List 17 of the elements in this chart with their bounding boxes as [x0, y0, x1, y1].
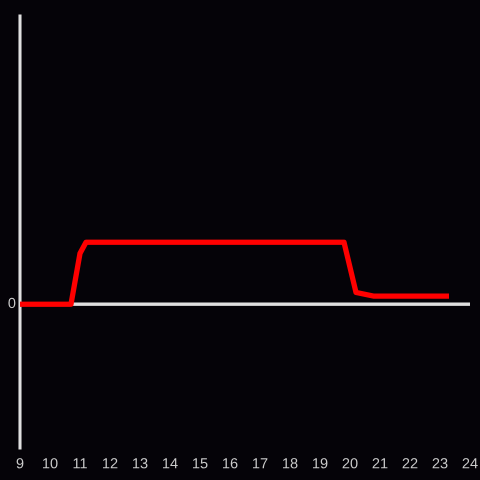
x-tick-label: 16 — [223, 458, 238, 468]
x-tick-label: 10 — [43, 458, 58, 468]
ref-line-label: 0 — [8, 298, 16, 308]
x-tick-label: 19 — [313, 458, 328, 468]
x-tick-label: 15 — [193, 458, 208, 468]
x-tick-label: 20 — [342, 458, 358, 468]
x-tick-label: 21 — [372, 458, 388, 468]
x-tick-label: 13 — [133, 458, 148, 468]
x-tick-label: 23 — [432, 458, 448, 468]
x-tick-label: 9 — [16, 458, 24, 468]
x-tick-label: 18 — [283, 458, 298, 468]
x-tick-label: 17 — [253, 458, 268, 468]
x-tick-label: 22 — [402, 458, 418, 468]
x-tick-label: 12 — [103, 458, 118, 468]
x-tick-label: 11 — [74, 458, 87, 468]
x-tick-label: 14 — [163, 458, 178, 468]
x-tick-label: 24 — [462, 458, 478, 468]
